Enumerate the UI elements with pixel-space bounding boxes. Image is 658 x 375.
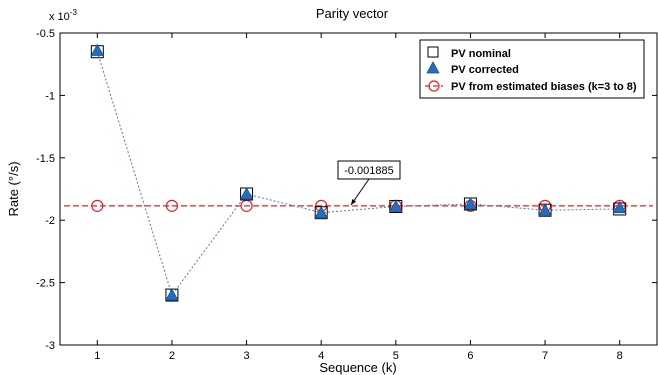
x-tick-label: 5	[393, 350, 399, 362]
legend-label-pv-nominal: PV nominal	[451, 48, 511, 60]
point-pv-corrected	[90, 43, 104, 56]
annotation-box	[337, 160, 401, 180]
point-pv-estimated	[165, 199, 179, 212]
point-pv-corrected	[165, 288, 179, 301]
y-tick-label: -3	[45, 340, 55, 352]
y-axis-label: Rate (°/s)	[6, 161, 21, 216]
point-pv-corrected	[389, 199, 403, 212]
legend-label-pv-corrected: PV corrected	[451, 64, 519, 76]
legend-box	[419, 39, 645, 99]
x-tick-label: 6	[467, 350, 473, 362]
y-multiplier-exp: -3	[70, 8, 78, 17]
annotation-layer: -0.001885	[337, 160, 401, 206]
point-pv-corrected	[239, 187, 254, 200]
y-tick-label: -1.5	[36, 153, 55, 165]
series-layer	[64, 43, 653, 302]
point-pv-corrected	[613, 200, 627, 214]
x-tick-label: 8	[617, 350, 623, 362]
y-multiplier: x 10-3	[49, 8, 77, 23]
series-line-pv-nominal	[96, 51, 620, 297]
chart-title: Parity vector	[316, 6, 389, 21]
axes: 1 2 3 4 5 6 7 8 -0.5 -1 -1.5 -2 -2.5 -3	[36, 28, 657, 362]
x-tick-label: 4	[318, 350, 324, 362]
annotation-arrowhead	[351, 198, 357, 205]
legend-square-marker	[427, 46, 439, 58]
point-pv-corrected	[538, 203, 552, 216]
y-tick-label: -1	[45, 90, 55, 102]
y-tick-label: -2	[45, 215, 55, 227]
y-tick-label: -0.5	[36, 28, 55, 40]
point-pv-corrected	[463, 197, 478, 210]
annotation-label: -0.001885	[344, 165, 394, 177]
y-tick-label: -2.5	[36, 278, 55, 290]
legend-circle-marker	[428, 80, 440, 92]
legend-triangle-marker	[426, 61, 440, 74]
x-axis-label: Sequence (k)	[319, 360, 396, 375]
legend: PV nominal PV corrected PV from estimate…	[419, 39, 645, 99]
x-tick-label: 7	[542, 350, 548, 362]
point-pv-corrected	[314, 205, 328, 219]
x-tick-label: 2	[169, 350, 175, 362]
y-multiplier-base: x 10	[49, 11, 70, 23]
plot-area-frame	[59, 32, 658, 346]
x-tick-label: 3	[244, 350, 250, 362]
point-pv-estimated	[91, 199, 104, 212]
legend-label-pv-estimated: PV from estimated biases (k=3 to 8)	[451, 81, 637, 93]
x-tick-label: 1	[94, 350, 100, 362]
